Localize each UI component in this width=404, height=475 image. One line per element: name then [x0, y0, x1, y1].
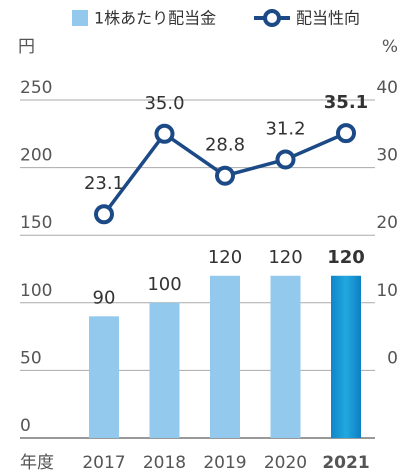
line-label: 35.1 [324, 92, 368, 113]
line-marker [94, 204, 114, 225]
y-tick-label: 200 [20, 146, 52, 166]
bar [149, 302, 180, 438]
x-tick-label: 2018 [143, 453, 186, 473]
y2-tick-label: 40 [376, 78, 398, 98]
y-tick-label: 150 [20, 213, 52, 233]
bar [331, 275, 361, 438]
bar-label: 120 [208, 247, 242, 268]
bar-label: 120 [268, 247, 302, 268]
y-tick-label: 50 [20, 348, 42, 368]
line-label: 28.8 [205, 135, 245, 156]
y2-tick-label: 30 [376, 146, 398, 166]
x-tick-label: 2020 [264, 453, 307, 473]
line-marker [154, 123, 175, 144]
bar-label: 120 [327, 247, 365, 268]
line-label: 31.2 [265, 118, 305, 139]
y-tick-label: 250 [20, 78, 52, 98]
line-label: 35.0 [144, 93, 184, 114]
bar-label: 90 [93, 287, 116, 308]
line-marker [336, 123, 356, 144]
y2-tick-label: 10 [376, 281, 398, 301]
y2-tick-label: 0 [387, 348, 398, 368]
legend-label: 配当性向 [296, 9, 360, 28]
y2-tick-label: 20 [376, 213, 398, 233]
y-axis-unit: 円 [18, 37, 35, 57]
bar [270, 275, 301, 438]
y-tick-label: 100 [20, 281, 52, 301]
legend-swatch [72, 10, 88, 26]
legend-label: 1株あたり配当金 [94, 9, 216, 28]
x-tick-label: 2021 [322, 453, 369, 473]
line-marker [215, 165, 235, 186]
legend-swatch [263, 9, 281, 27]
bar [210, 275, 240, 438]
line-label: 23.1 [84, 173, 124, 194]
line-marker [275, 149, 296, 170]
bar [89, 316, 119, 438]
y-tick-label: 0 [20, 416, 31, 436]
bar-label: 100 [147, 274, 181, 295]
y2-axis-unit: % [382, 37, 398, 57]
x-tick-label: 2019 [203, 453, 246, 473]
x-tick-label: 2017 [82, 453, 125, 473]
x-axis-label: 年度 [20, 453, 54, 473]
